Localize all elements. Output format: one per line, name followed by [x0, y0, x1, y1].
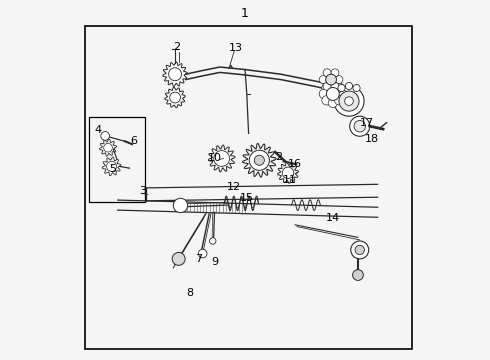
Circle shape — [334, 86, 364, 116]
Text: 9: 9 — [211, 257, 218, 267]
Text: 4: 4 — [95, 125, 101, 135]
Circle shape — [170, 92, 180, 103]
Text: 13: 13 — [229, 43, 243, 53]
Circle shape — [323, 69, 331, 77]
Text: 18: 18 — [365, 134, 379, 144]
Text: 14: 14 — [326, 213, 340, 222]
Circle shape — [344, 97, 353, 105]
Circle shape — [322, 96, 331, 105]
Circle shape — [172, 252, 185, 265]
Circle shape — [173, 198, 188, 213]
Text: 7: 7 — [195, 254, 202, 264]
Text: 12: 12 — [226, 182, 241, 192]
Circle shape — [351, 241, 368, 259]
Circle shape — [350, 116, 370, 136]
Text: 8: 8 — [186, 288, 193, 298]
Circle shape — [323, 82, 331, 90]
Circle shape — [331, 82, 339, 90]
Text: 3: 3 — [139, 186, 147, 196]
Circle shape — [319, 89, 329, 99]
Circle shape — [319, 76, 327, 84]
Circle shape — [214, 150, 230, 166]
Circle shape — [354, 121, 366, 132]
Circle shape — [198, 249, 207, 258]
Text: 15: 15 — [240, 193, 254, 203]
Circle shape — [254, 155, 265, 165]
Circle shape — [353, 270, 364, 280]
Circle shape — [322, 83, 331, 92]
Text: 1: 1 — [241, 7, 249, 20]
Circle shape — [282, 167, 294, 179]
Circle shape — [210, 238, 216, 244]
Text: 2: 2 — [173, 42, 180, 52]
Circle shape — [101, 132, 109, 140]
Text: 6: 6 — [130, 136, 137, 145]
Text: 17: 17 — [360, 118, 374, 128]
Circle shape — [335, 76, 343, 84]
Circle shape — [339, 91, 359, 111]
Circle shape — [107, 161, 117, 171]
Circle shape — [335, 83, 344, 92]
Circle shape — [338, 85, 345, 92]
Circle shape — [331, 69, 339, 77]
Circle shape — [326, 87, 339, 100]
Circle shape — [335, 96, 344, 105]
Circle shape — [104, 143, 112, 152]
Text: 11: 11 — [283, 175, 297, 185]
Circle shape — [169, 68, 181, 81]
Circle shape — [328, 80, 338, 90]
Text: 16: 16 — [288, 159, 301, 169]
Text: 10: 10 — [208, 153, 221, 163]
Bar — [89, 117, 145, 202]
Text: 5: 5 — [109, 164, 116, 174]
Circle shape — [337, 89, 346, 99]
Circle shape — [355, 245, 365, 255]
Circle shape — [345, 82, 353, 90]
Text: 2: 2 — [275, 152, 283, 162]
Circle shape — [353, 85, 360, 92]
Circle shape — [326, 74, 337, 85]
Circle shape — [328, 98, 338, 108]
Circle shape — [249, 150, 270, 170]
